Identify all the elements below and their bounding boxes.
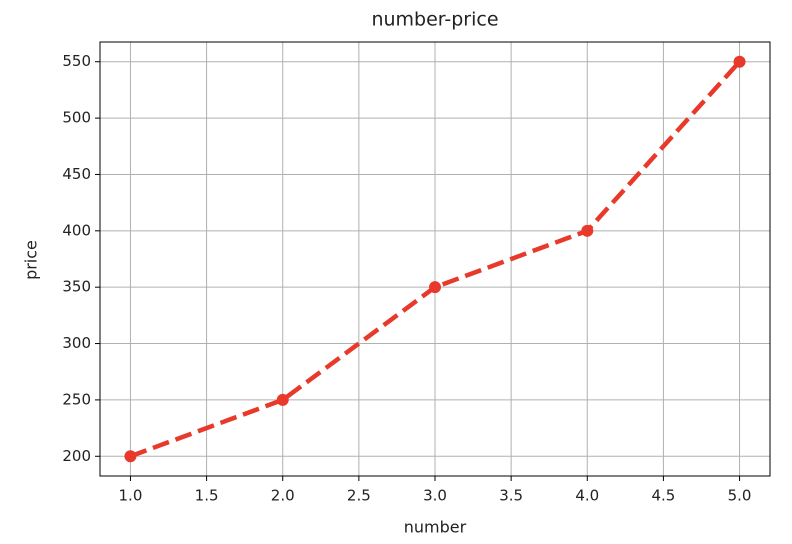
x-tick-label: 4.5 — [651, 487, 675, 505]
x-axis-label: number — [404, 518, 467, 537]
y-tick-label: 450 — [62, 165, 91, 183]
plot-frame — [99, 41, 771, 477]
y-tick-label: 350 — [62, 278, 91, 296]
data-point — [429, 281, 441, 294]
x-tick-label: 2.0 — [271, 487, 295, 505]
y-tick-label: 400 — [62, 221, 91, 239]
x-tick-label: 4.0 — [575, 487, 599, 505]
data-point — [733, 55, 746, 68]
y-tick-label: 550 — [62, 52, 91, 70]
x-tick-label: 2.5 — [347, 487, 371, 505]
chart-title: number-price — [371, 9, 498, 31]
x-tick-label: 3.0 — [423, 487, 447, 505]
x-tick-label: 1.0 — [119, 487, 143, 505]
data-point — [276, 393, 289, 406]
data-point — [581, 224, 594, 237]
y-tick-label: 250 — [62, 390, 91, 408]
y-axis-label: price — [22, 240, 41, 280]
x-tick-label: 1.5 — [195, 487, 219, 505]
x-tick-label: 5.0 — [728, 487, 752, 505]
data-point — [124, 450, 137, 463]
y-tick-label: 200 — [62, 447, 91, 465]
y-tick-label: 500 — [62, 109, 91, 127]
x-tick-label: 3.5 — [499, 487, 523, 505]
y-tick-label: 300 — [62, 334, 91, 352]
